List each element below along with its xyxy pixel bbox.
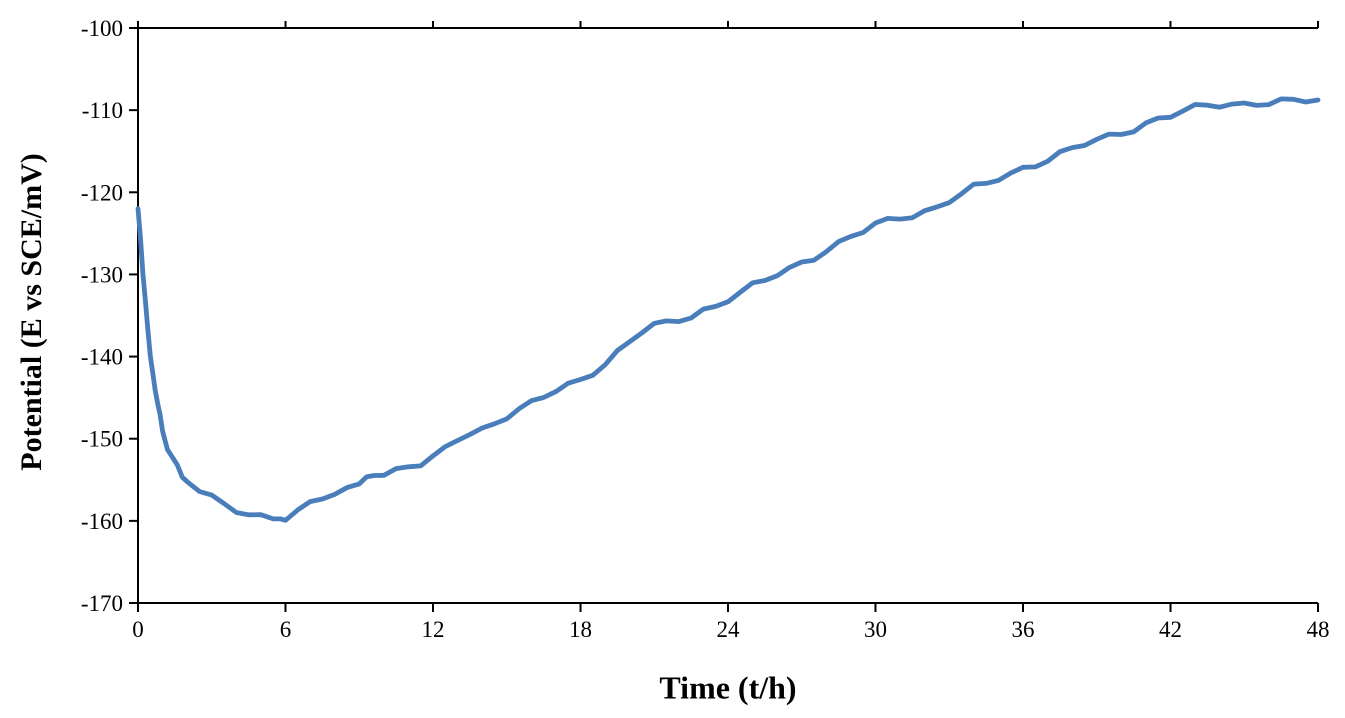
y-tick-label: -140 [81,345,123,370]
y-tick-label: -150 [81,427,123,452]
x-tick-label: 0 [132,617,144,642]
y-axis-title: Potential (E vs SCE/mV) [15,153,48,471]
series-line [135,96,1321,523]
x-tick-label: 12 [422,617,445,642]
x-tick-label: 30 [864,617,887,642]
y-tick-label: -170 [81,591,123,616]
x-tick-label: 48 [1307,617,1330,642]
x-tick-label: 36 [1012,617,1035,642]
x-tick-label: 18 [569,617,592,642]
y-tick-label: -160 [81,509,123,534]
y-tick-label: -120 [81,180,123,205]
y-tick-label: -100 [81,16,123,41]
y-tick-label: -130 [81,262,123,287]
x-tick-label: 6 [280,617,292,642]
y-tick-label: -110 [82,98,123,123]
x-axis-title: Time (t/h) [659,669,797,706]
x-tick-label: 42 [1159,617,1182,642]
x-tick-label: 24 [717,617,741,642]
